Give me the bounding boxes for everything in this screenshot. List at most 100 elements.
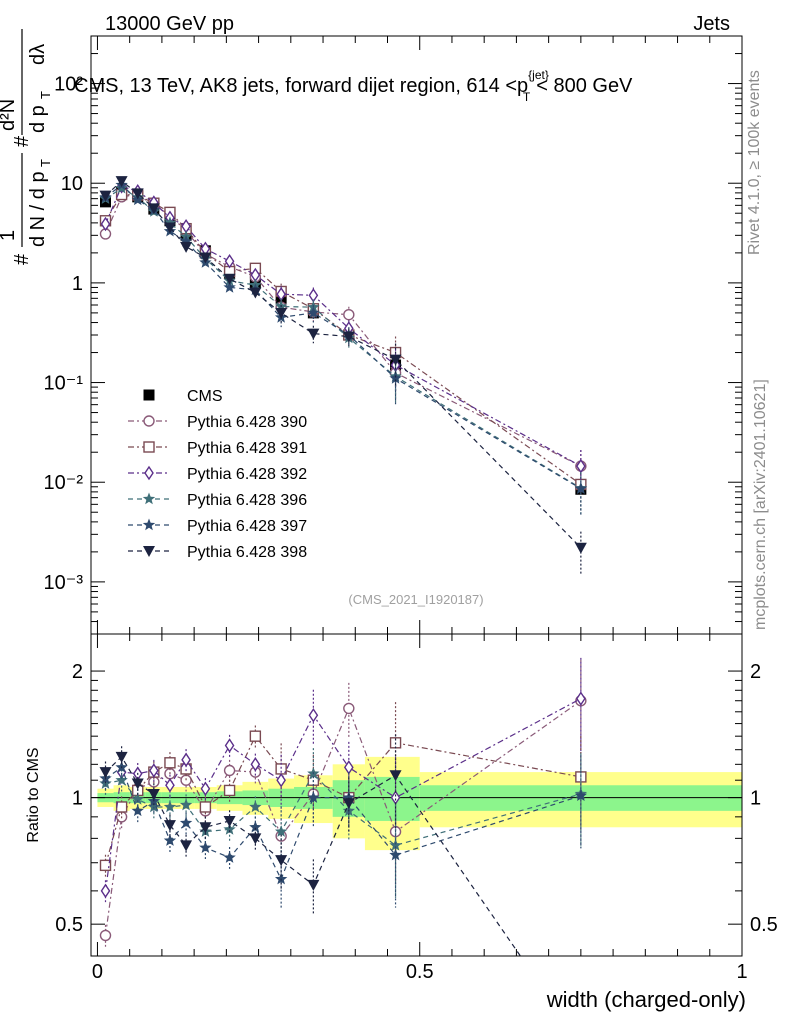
ratio-data-point — [200, 781, 211, 796]
main-data-point — [342, 331, 355, 343]
ratio-data-point — [115, 751, 128, 763]
legend-label: Pythia 6.428 398 — [187, 544, 307, 561]
ratio-data-point — [576, 691, 586, 706]
main-data-point — [115, 176, 128, 188]
main-y-tick-label: 10 — [61, 173, 83, 195]
ratio-y-tick-label-right: 2 — [750, 661, 761, 683]
ratio-data-point — [165, 777, 175, 793]
main-series-398 — [99, 176, 587, 574]
legend-item: Pythia 6.428 390 — [128, 414, 307, 431]
ratio-data-point — [163, 800, 177, 813]
main-data-point — [275, 307, 288, 319]
ratio-series-line — [105, 755, 522, 956]
main-y-tick-label: 10⁻³ — [44, 572, 84, 594]
ratio-data-point — [274, 825, 288, 837]
legend-item: Pythia 6.428 398 — [128, 544, 307, 561]
legend: CMS Pythia 6.428 390 Pythia 6.428 391 Pythi… — [128, 388, 307, 561]
main-y-axis-label: # 1 d N / d p T # d²N d p T dλ — [0, 29, 53, 265]
main-data-point — [574, 482, 588, 495]
energy-label: 13000 GeV pp — [105, 13, 234, 35]
ratio-data-point — [223, 784, 236, 797]
x-tick-label: 1 — [736, 961, 747, 983]
ratio-y-tick-label-right: 1 — [750, 788, 761, 810]
ratio-series-line — [105, 766, 582, 881]
ratio-data-point — [223, 815, 236, 827]
main-data-point — [307, 306, 320, 319]
ratio-y-tick-label-right: 0.5 — [750, 914, 778, 936]
ratio-data-point — [249, 730, 262, 742]
main-data-point — [180, 241, 193, 253]
legend-marker — [143, 389, 155, 401]
ratio-data-point — [307, 879, 320, 891]
legend-item: Pythia 6.428 397 — [128, 518, 307, 535]
main-data-point — [163, 216, 177, 229]
ratio-data-point — [131, 778, 144, 790]
main-data-point — [199, 252, 212, 264]
main-data-point — [99, 190, 112, 202]
ratio-data-point — [223, 822, 236, 835]
legend-label: Pythia 6.428 397 — [187, 518, 307, 535]
ratio-data-point — [115, 801, 128, 813]
ratio-data-point — [179, 798, 193, 811]
legend-item: CMS — [143, 388, 223, 405]
ratio-data-point — [99, 929, 112, 942]
ratio-data-point — [249, 800, 262, 813]
legend-marker — [143, 546, 155, 557]
legend-marker — [142, 492, 156, 505]
svg-text:T: T — [38, 91, 53, 99]
main-plot-area: 10⁻³ 10⁻² 10⁻¹ 1 10 10² — [44, 35, 743, 635]
legend-marker — [144, 465, 154, 481]
svg-text:1: 1 — [0, 230, 19, 241]
ratio-data-point — [389, 848, 402, 861]
main-data-point — [307, 328, 320, 340]
ratio-data-point — [307, 791, 320, 803]
main-data-point — [224, 253, 235, 269]
ratio-data-point — [574, 789, 588, 802]
svg-text:#: # — [11, 135, 33, 147]
ratio-data-point — [389, 838, 402, 851]
main-series-line — [104, 185, 582, 467]
mcplots-site-label: mcplots.cern.ch [arXiv:2401.10621] — [752, 379, 769, 630]
ratio-y-tick-label: 0.5 — [55, 914, 83, 936]
legend-label: Pythia 6.428 392 — [187, 466, 307, 483]
main-data-point — [223, 280, 236, 293]
legend-label: Pythia 6.428 396 — [187, 492, 307, 509]
main-data-point — [389, 371, 402, 384]
ratio-data-point — [276, 772, 286, 788]
main-series-397 — [99, 178, 588, 515]
ratio-series-line — [105, 772, 582, 846]
ratio-data-point — [147, 800, 161, 813]
ratio-data-point — [131, 792, 144, 805]
svg-text:d²N: d²N — [0, 99, 19, 131]
ratio-data-point — [199, 801, 212, 813]
legend-label: CMS — [187, 388, 223, 405]
svg-text:dλ: dλ — [27, 44, 49, 65]
chart-title: CMS, 13 TeV, AK8 jets, forward dijet reg… — [74, 68, 633, 104]
main-data-point — [343, 308, 355, 321]
main-data-point — [163, 222, 176, 234]
ratio-data-point — [180, 840, 193, 852]
legend-item: Pythia 6.428 396 — [128, 492, 307, 509]
main-data-point — [574, 542, 587, 554]
ratio-data-point — [199, 841, 212, 853]
main-data-point — [223, 273, 236, 285]
ratio-data-point — [99, 767, 112, 779]
main-y-tick-label: 10² — [54, 74, 83, 96]
ratio-data-point — [181, 752, 191, 768]
category-label: Jets — [693, 13, 730, 35]
svg-text:T: T — [38, 159, 53, 167]
ratio-data-point — [389, 770, 402, 782]
ratio-data-point — [131, 804, 144, 817]
svg-text:#: # — [11, 253, 33, 265]
ratio-y-tick-label: 2 — [72, 661, 83, 683]
svg-text:d N / d p: d N / d p — [27, 171, 49, 247]
x-axis-label: width (charged-only) — [546, 987, 746, 1012]
ratio-data-point — [100, 883, 111, 899]
ratio-data-point — [224, 738, 235, 753]
main-data-point — [100, 196, 112, 208]
ratio-data-point — [223, 851, 236, 863]
ratio-data-point — [343, 702, 355, 715]
ratio-data-point — [274, 872, 288, 885]
legend-marker — [142, 518, 156, 531]
